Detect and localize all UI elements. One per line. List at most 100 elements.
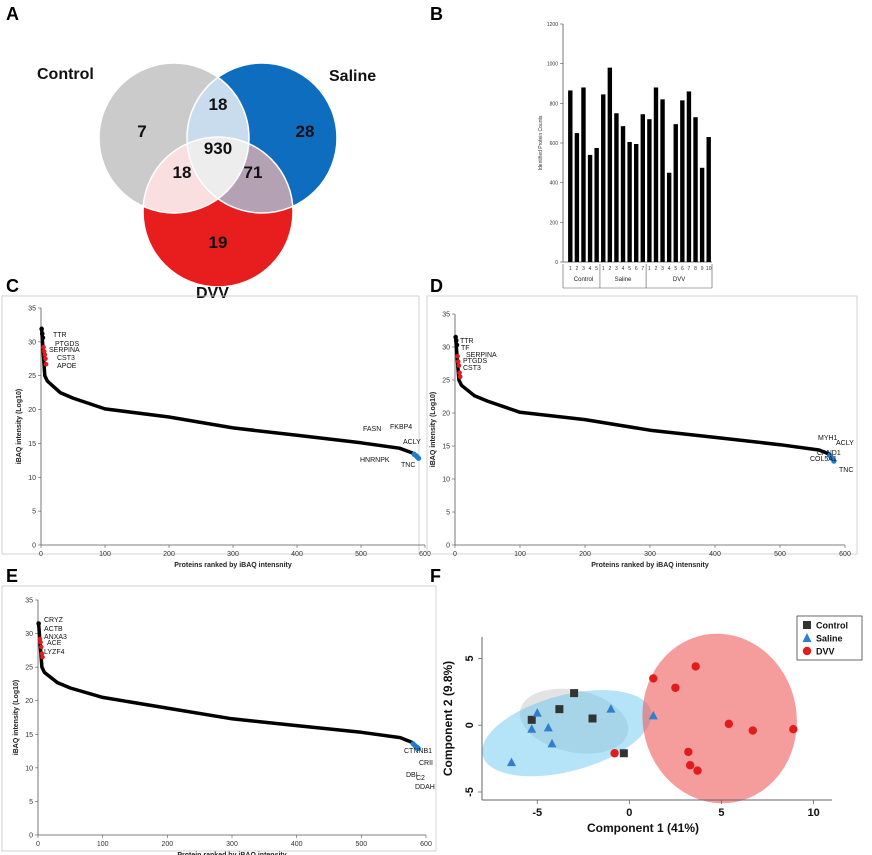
annotation-top: PTGDS: [463, 358, 487, 365]
x-tick-label: 100: [99, 551, 111, 558]
y-tick-label: 35: [28, 306, 36, 313]
x-tick-label: 300: [644, 551, 656, 558]
x-tick-label: 100: [97, 841, 109, 848]
pca-plot: -5 0 5 10 -5 0 5 Component 1 (41%) Component 2 (…: [441, 615, 863, 835]
annotation-top: TF: [461, 345, 470, 352]
point-dvv: [685, 761, 695, 770]
y-tick-label: 0: [446, 543, 450, 550]
x-tick-label: 4: [589, 266, 592, 272]
y-axis-title: iBAQ intensity (Log10): [16, 389, 23, 464]
panel-f: F -5 0 5 10 -5 0 5 Component 1 (41%) Component 2…: [430, 566, 863, 835]
x-tick-label: 1: [602, 266, 605, 272]
y-tick-label: 25: [28, 373, 36, 380]
plot-frame: [426, 295, 858, 555]
plot-frame: [1, 295, 420, 555]
point-control: [555, 705, 564, 714]
y-axis-title: iBAQ intensity (Log10): [430, 392, 437, 467]
point-control: [527, 715, 536, 724]
highlight-point-red: [38, 644, 44, 650]
venn-count-control-only: 7: [137, 122, 146, 141]
y-tick-label: 15: [442, 444, 450, 451]
bar-control: [594, 147, 599, 262]
panel-label-a: A: [6, 4, 19, 24]
annotation-bottom: DDAH: [415, 784, 435, 791]
y-tick-label: 35: [442, 312, 450, 319]
venn-count-control-dvv: 18: [173, 163, 192, 182]
x-axis-title: Protein ranked by iBAQ intensity: [177, 852, 286, 855]
x-tick-label: 10: [706, 266, 712, 272]
bar-dvv: [686, 91, 692, 262]
x-tick-label: 9: [701, 266, 704, 272]
x-tick-label: 7: [688, 266, 691, 272]
x-tick-label: 5: [718, 807, 724, 819]
annotation-top: PTGDS: [55, 341, 79, 348]
top-point: [454, 338, 459, 343]
ellipse-dvv: [642, 633, 797, 804]
annotation-top: CST3: [57, 355, 75, 362]
y-tick-label: 30: [442, 345, 450, 352]
point-dvv: [693, 766, 702, 775]
top-point: [454, 342, 460, 348]
y-tick-label: 5: [29, 799, 33, 806]
legend-label-dvv: DVV: [816, 647, 835, 657]
highlight-point-red: [43, 361, 49, 367]
y-axis-title: iBAQ intensity (Log10): [13, 680, 20, 755]
annotation-top: LYZF4: [44, 649, 65, 656]
highlight-point-red: [40, 654, 45, 660]
x-tick-label: 2: [575, 266, 578, 272]
highlight-point-red: [456, 363, 462, 368]
panel-c: C 0 5 10 15 20 25 30 35 0 100 200 300 400 500 600 Prote…: [1, 276, 431, 569]
bar-dvv: [673, 124, 678, 263]
legend-marker-dvv: [802, 646, 812, 656]
y-tick-label: 20: [442, 411, 450, 418]
y-tick-label: 15: [25, 732, 33, 739]
venn-count-dvv-only: 19: [209, 233, 228, 252]
point-saline: [532, 708, 542, 717]
bar-saline: [607, 67, 613, 262]
annotation-bottom: FASN: [363, 426, 381, 433]
x-tick-label: 300: [227, 551, 239, 558]
annotation-bottom: TNC: [401, 462, 415, 469]
bar-saline: [601, 94, 606, 263]
venn-label-dvv: DVV: [196, 285, 229, 302]
bar-saline: [634, 143, 639, 262]
annotation-bottom: CRII: [419, 760, 433, 767]
rank-curve: [39, 326, 421, 460]
y-axis-title: Identified Protein Counts: [538, 115, 544, 170]
x-tick-label: 0: [453, 551, 457, 558]
highlight-point-red: [457, 374, 463, 380]
annotation-top: ANXA3: [44, 634, 67, 641]
y-tick-label: 30: [25, 631, 33, 638]
highlight-point-red: [455, 353, 460, 359]
x-tick-label: 3: [582, 266, 585, 272]
point-dvv: [610, 749, 619, 758]
rank-plot-c: 0 5 10 15 20 25 30 35 0 100 200 300 400 500 600 Protein…: [1, 295, 431, 569]
rank-curve: [36, 621, 420, 750]
y-tick-label: 0: [32, 543, 36, 550]
point-dvv: [684, 747, 693, 757]
x-tick-label: 300: [226, 841, 238, 848]
x-tick-label: 500: [774, 551, 786, 558]
point-saline: [648, 710, 658, 720]
point-control: [619, 749, 628, 758]
bar-dvv: [653, 87, 659, 262]
y-axis-title: Component 2 (9.8%): [441, 661, 455, 776]
x-tick-label: 6: [681, 266, 684, 272]
x-tick-label: 10: [807, 807, 819, 819]
highlight-point-red: [42, 352, 48, 358]
point-dvv: [789, 724, 798, 734]
highlight-point-red: [43, 356, 48, 362]
x-tick-label: 600: [419, 551, 431, 558]
panel-a: A 7 28 19 18 18 71 930 Control Saline DV…: [6, 4, 376, 302]
bar-control: [574, 133, 580, 262]
point-dvv: [748, 726, 757, 735]
x-tick-label: 400: [291, 841, 303, 848]
point-dvv: [691, 662, 700, 671]
x-tick-label: 4: [668, 266, 671, 272]
annotation-top: CRYZ: [44, 617, 64, 624]
point-saline: [506, 757, 516, 767]
point-control: [570, 689, 579, 698]
legend-label-saline: Saline: [816, 634, 843, 644]
highlight-point-red: [41, 344, 46, 350]
y-tick-label: 0: [555, 260, 558, 266]
